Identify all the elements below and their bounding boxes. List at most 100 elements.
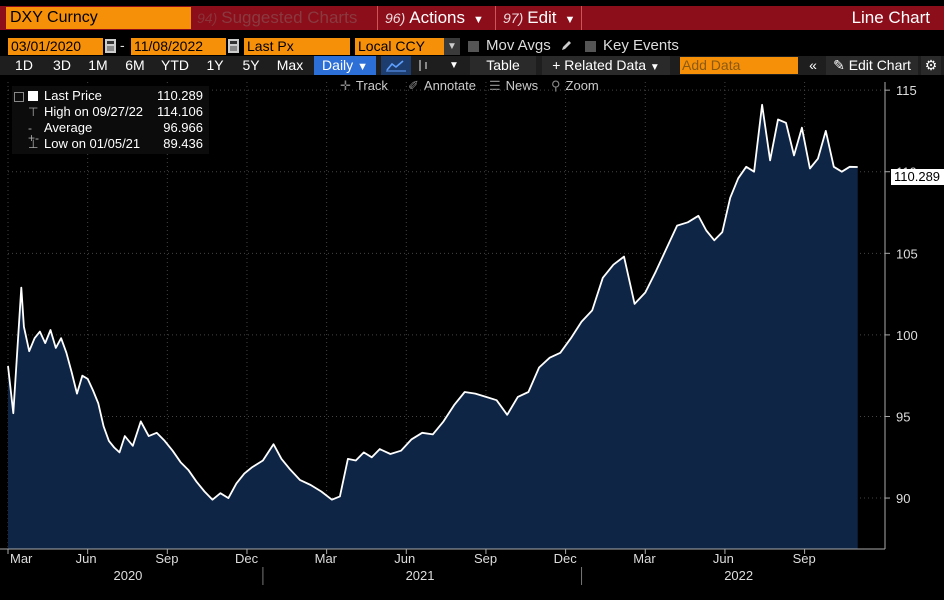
x-year-label: 2021 — [406, 568, 435, 583]
pencil-icon[interactable] — [560, 39, 573, 52]
legend[interactable]: Last Price 110.289 ⊤ High on 09/27/22 11… — [12, 86, 209, 154]
x-month-label: Dec — [554, 551, 578, 566]
news-label: News — [505, 78, 539, 93]
collapse-icon[interactable]: « — [809, 57, 817, 73]
legend-avg-value: 96.966 — [163, 120, 203, 135]
annotate-label: Annotate — [423, 78, 476, 93]
start-calendar-icon[interactable] — [105, 39, 116, 53]
edit-caret-icon: ▼ — [564, 14, 576, 26]
related-data-button[interactable]: + Related Data ▼ — [542, 56, 670, 75]
end-date-field[interactable]: 11/08/2022 — [131, 38, 226, 55]
field-select[interactable]: Last Px — [244, 38, 350, 55]
x-month-label: Mar — [315, 551, 338, 566]
x-month-label: Mar — [633, 551, 656, 566]
news-tool[interactable]: ☰ News — [489, 78, 538, 94]
key-events-label[interactable]: Key Events — [603, 37, 679, 54]
period-button[interactable]: 3D — [53, 57, 71, 73]
key-events-checkbox[interactable] — [585, 41, 596, 52]
last-price-tag: 110.289 — [891, 169, 944, 185]
legend-high-label: High on 09/27/22 — [44, 104, 144, 119]
period-button[interactable]: Max — [276, 57, 304, 73]
price-chart[interactable]: 9095100105110115 MarJunSepDecMarJunSepDe… — [0, 82, 944, 600]
zoom-tool[interactable]: ⚲ Zoom — [551, 78, 599, 94]
x-month-label: Jun — [394, 551, 415, 566]
period-button[interactable]: 1Y — [206, 57, 224, 73]
y-tick-label: 95 — [896, 409, 910, 424]
annotate-icon: ✐ — [408, 78, 419, 93]
suggested-charts-label: Suggested Charts — [221, 8, 358, 27]
news-icon: ☰ — [489, 78, 501, 93]
track-label: Track — [355, 78, 388, 93]
period-button[interactable]: 6M — [125, 57, 145, 73]
legend-collapse-icon[interactable] — [14, 92, 24, 102]
ticker-strip-text: · · · — [10, 0, 30, 6]
period-button[interactable]: 1D — [15, 57, 33, 73]
add-data-input[interactable]: Add Data — [680, 57, 798, 74]
zoom-label: Zoom — [565, 78, 599, 93]
annotate-tool[interactable]: ✐ Annotate — [408, 78, 476, 94]
currency-dropdown-icon[interactable]: ▼ — [444, 38, 460, 55]
start-date-field[interactable]: 03/01/2020 — [8, 38, 103, 55]
price-area — [8, 104, 858, 550]
y-tick-label: 90 — [896, 491, 910, 506]
x-month-label: Mar — [10, 551, 33, 566]
edit-chart-label: Edit Chart — [848, 57, 911, 73]
mov-avgs-label[interactable]: Mov Avgs — [486, 37, 551, 54]
legend-low-value: 89.436 — [163, 136, 203, 151]
related-data-caret-icon: ▼ — [649, 62, 660, 73]
edit-button[interactable]: 97) Edit ▼ — [499, 6, 579, 30]
legend-low: ⊥ Low on 01/05/21 89.436 — [12, 136, 209, 152]
period-button[interactable]: 1M — [88, 57, 108, 73]
settings-icon[interactable]: ⚙ — [921, 56, 941, 75]
legend-average: -+- Average 96.966 — [12, 120, 209, 145]
low-marker-icon: ⊥ — [28, 137, 39, 151]
y-axis: 9095100105110115 — [884, 82, 918, 549]
ticker-input[interactable]: DXY Curncy — [6, 7, 191, 29]
zoom-icon: ⚲ — [551, 78, 561, 93]
frequency-select[interactable]: Daily ▼ — [314, 56, 376, 75]
price-line — [7, 103, 858, 501]
menu-divider — [495, 6, 496, 30]
edit-chart-pencil-icon: ✎ — [833, 57, 845, 73]
frequency-caret-icon: ▼ — [357, 61, 368, 73]
bar-chart-icon[interactable] — [412, 56, 436, 75]
x-month-label: Sep — [793, 551, 816, 566]
frequency-label: Daily — [322, 57, 354, 73]
edit-num: 97) — [503, 10, 524, 26]
crosshair-icon: ✛ — [340, 78, 351, 93]
line-chart-icon[interactable] — [381, 56, 411, 75]
x-month-label: Jun — [713, 551, 734, 566]
table-button[interactable]: Table — [470, 56, 536, 75]
legend-last-value: 110.289 — [156, 88, 203, 103]
end-calendar-icon[interactable] — [228, 39, 239, 53]
suggested-charts-num: 94) — [197, 10, 218, 26]
legend-last-price: Last Price 110.289 — [12, 88, 209, 104]
legend-high: ⊤ High on 09/27/22 114.106 — [12, 104, 209, 120]
x-axis: Mar Jun Sep Dec Mar Jun Sep Dec Mar Jun Sep 2020 202… — [0, 548, 885, 585]
actions-num: 96) — [385, 10, 406, 26]
x-year-label: 2022 — [724, 568, 753, 583]
chart-style-dropdown-icon[interactable]: ▼ — [449, 60, 459, 71]
track-tool[interactable]: ✛ Track — [340, 78, 388, 94]
legend-low-label: Low on 01/05/21 — [44, 136, 141, 151]
high-marker-icon: ⊤ — [28, 105, 39, 119]
x-year-label: 2020 — [113, 568, 142, 583]
x-month-label: Sep — [155, 551, 178, 566]
title-bar: DXY Curncy 94) Suggested Charts 96) Action… — [0, 6, 944, 30]
last-price-swatch-icon — [28, 91, 38, 101]
y-tick-label: 115 — [896, 83, 917, 98]
legend-last-label: Last Price — [44, 88, 102, 103]
period-button[interactable]: YTD — [161, 57, 189, 73]
mov-avgs-checkbox[interactable] — [468, 41, 479, 52]
period-toolbar: 1D 3D 1M 6M YTD 1Y 5Y Max Daily ▼ ▼ Table + Rel… — [0, 56, 944, 75]
edit-chart-button[interactable]: ✎ Edit Chart — [826, 56, 918, 75]
period-button[interactable]: 5Y — [242, 57, 260, 73]
related-data-label: Related Data — [564, 57, 646, 73]
menu-divider — [377, 6, 378, 30]
currency-select[interactable]: Local CCY — [355, 38, 444, 55]
average-marker-icon: -+- — [28, 121, 40, 145]
actions-button[interactable]: 96) Actions ▼ — [381, 6, 493, 30]
suggested-charts-button[interactable]: 94) Suggested Charts — [193, 6, 375, 30]
y-tick-label: 105 — [896, 246, 918, 261]
x-month-label: Sep — [474, 551, 497, 566]
